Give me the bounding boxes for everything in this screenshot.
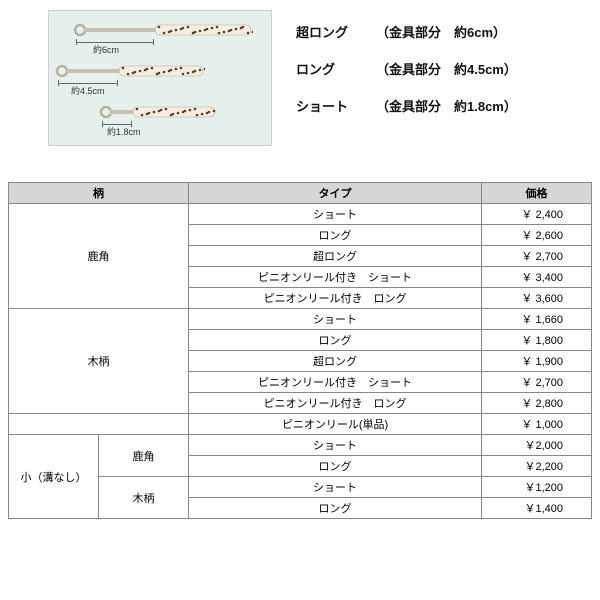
spec-lines: 超ロング （金具部分 約6cm） ロング （金具部分 約4.5cm） ショート （金具部分… bbox=[296, 10, 517, 115]
cell-handle bbox=[9, 414, 189, 435]
table-row: 鹿角ショート￥ 2,400 bbox=[9, 204, 592, 225]
cell-price: ￥ 3,600 bbox=[482, 288, 592, 309]
price-table: 柄タイプ価格鹿角ショート￥ 2,400ロング￥ 2,600超ロング￥ 2,700… bbox=[8, 182, 592, 519]
hook-illustration bbox=[55, 62, 205, 80]
dimension-label: 約1.8cm bbox=[107, 125, 141, 138]
top-section: 約6cm 約4.5cm 約1.8cm 超ロング （金具部分 約6cm） ロング （金具部分… bbox=[48, 10, 592, 146]
spec-row: 超ロング （金具部分 約6cm） bbox=[296, 22, 517, 41]
dimension-label: 約4.5cm bbox=[71, 84, 105, 97]
cell-type: ショート bbox=[189, 204, 482, 225]
spec-detail: （金具部分 約6cm） bbox=[376, 22, 506, 41]
th-handle: 柄 bbox=[9, 183, 189, 204]
cell-handle: 木柄 bbox=[9, 309, 189, 414]
cell-price: ￥ 2,700 bbox=[482, 246, 592, 267]
cell-type: ロング bbox=[189, 498, 482, 519]
spec-detail: （金具部分 約1.8cm） bbox=[376, 96, 517, 115]
cell-price: ￥ 1,000 bbox=[482, 414, 592, 435]
cell-price: ￥ 1,900 bbox=[482, 351, 592, 372]
cell-type: ピニオンリール付き ショート bbox=[189, 372, 482, 393]
cell-price: ￥1,400 bbox=[482, 498, 592, 519]
cell-price: ￥ 2,600 bbox=[482, 225, 592, 246]
th-type: タイプ bbox=[189, 183, 482, 204]
cell-price: ￥ 3,400 bbox=[482, 267, 592, 288]
cell-type: ショート bbox=[189, 435, 482, 456]
table-row: ピニオンリール(単品)￥ 1,000 bbox=[9, 414, 592, 435]
table-row: 小（溝なし）鹿角ショート￥2,000 bbox=[9, 435, 592, 456]
cell-type: ピニオンリール(単品) bbox=[189, 414, 482, 435]
cell-type: ピニオンリール付き ショート bbox=[189, 267, 482, 288]
hook-row: 約4.5cm bbox=[55, 62, 265, 96]
cell-handle: 鹿角 bbox=[9, 204, 189, 309]
cell-price: ￥2,000 bbox=[482, 435, 592, 456]
spec-row: ショート （金具部分 約1.8cm） bbox=[296, 96, 517, 115]
spec-detail: （金具部分 約4.5cm） bbox=[376, 59, 517, 78]
th-price: 価格 bbox=[482, 183, 592, 204]
spec-row: ロング （金具部分 約4.5cm） bbox=[296, 59, 517, 78]
table-row: 木柄ショート￥ 1,660 bbox=[9, 309, 592, 330]
hook-illustration bbox=[99, 103, 217, 121]
spec-name: ショート bbox=[296, 96, 360, 115]
cell-price: ￥1,200 bbox=[482, 477, 592, 498]
cell-type: ピニオンリール付き ロング bbox=[189, 393, 482, 414]
cell-handle: 小（溝なし） bbox=[9, 435, 99, 519]
hook-row: 約1.8cm bbox=[55, 103, 265, 137]
cell-type: 超ロング bbox=[189, 246, 482, 267]
cell-price: ￥ 2,800 bbox=[482, 393, 592, 414]
cell-type: ロング bbox=[189, 330, 482, 351]
cell-type: ショート bbox=[189, 309, 482, 330]
spec-name: ロング bbox=[296, 59, 360, 78]
cell-type: ピニオンリール付き ロング bbox=[189, 288, 482, 309]
product-image-box: 約6cm 約4.5cm 約1.8cm bbox=[48, 10, 272, 146]
hook-illustration bbox=[73, 21, 253, 39]
cell-sub-handle: 鹿角 bbox=[99, 435, 189, 477]
hook-row: 約6cm bbox=[55, 21, 265, 55]
cell-type: ロング bbox=[189, 456, 482, 477]
cell-price: ￥ 2,400 bbox=[482, 204, 592, 225]
cell-type: ショート bbox=[189, 477, 482, 498]
cell-price: ￥ 1,660 bbox=[482, 309, 592, 330]
cell-type: ロング bbox=[189, 225, 482, 246]
spec-name: 超ロング bbox=[296, 22, 360, 41]
cell-price: ￥2,200 bbox=[482, 456, 592, 477]
cell-price: ￥ 1,800 bbox=[482, 330, 592, 351]
dimension-label: 約6cm bbox=[93, 43, 119, 56]
cell-price: ￥ 2,700 bbox=[482, 372, 592, 393]
cell-type: 超ロング bbox=[189, 351, 482, 372]
cell-sub-handle: 木柄 bbox=[99, 477, 189, 519]
